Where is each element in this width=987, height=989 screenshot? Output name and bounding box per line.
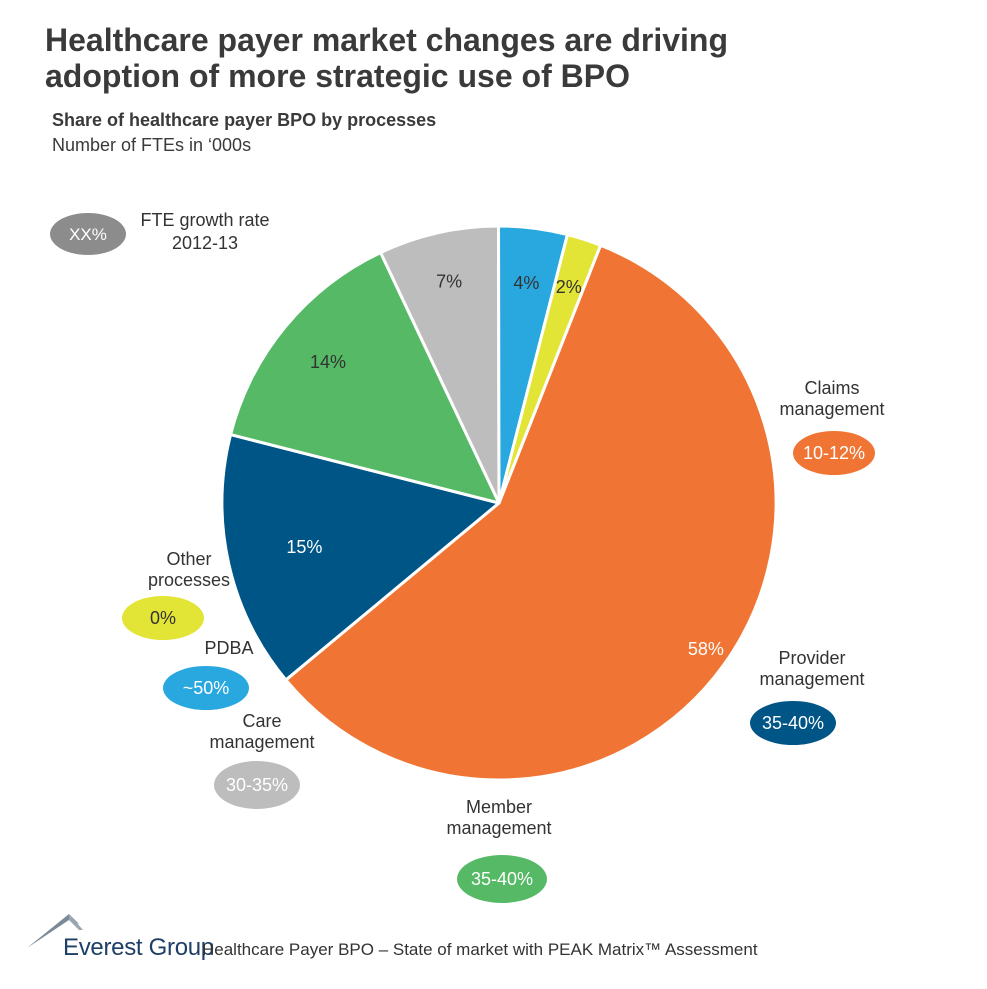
- growth-badge: [163, 666, 249, 710]
- legend: XX% FTE growth rate 2012-13: [50, 210, 270, 255]
- pie-slice: [229, 251, 501, 505]
- growth-badge: [122, 596, 204, 640]
- slice-category-label: management: [779, 399, 884, 419]
- slice-category-label: Claims: [804, 378, 859, 398]
- slice-value-label: 14%: [310, 352, 346, 372]
- slice-category-label: Other: [166, 549, 211, 569]
- growth-badge-text: 30-35%: [226, 775, 288, 795]
- growth-badge: [214, 761, 300, 809]
- slice-category-label: Care: [242, 711, 281, 731]
- growth-badge: [457, 855, 547, 903]
- growth-badge: [793, 431, 875, 475]
- slice-category-label: management: [209, 732, 314, 752]
- legend-text-line-2: 2012-13: [172, 233, 238, 253]
- unit-label: Number of FTEs in ‘000s: [52, 135, 252, 155]
- pie-value-labels: 58% 15% 14% 7% 4% 2%: [286, 271, 724, 659]
- slice-value-label: 15%: [286, 537, 322, 557]
- footer: Everest Group Healthcare Payer BPO – Sta…: [20, 910, 960, 970]
- legend-badge: [50, 213, 126, 255]
- slice-category-label: PDBA: [204, 638, 253, 658]
- pie-slice: [379, 224, 501, 505]
- growth-badge-text: ~50%: [183, 678, 230, 698]
- slice-category-label: Member: [466, 797, 532, 817]
- pie-category-labels: ClaimsmanagementProvidermanagementMember…: [148, 378, 885, 838]
- pie-slice: [497, 233, 603, 505]
- title-line-1: Healthcare payer market changes are driv…: [45, 22, 728, 58]
- pie-slices: [220, 224, 778, 782]
- chart-title: Healthcare payer market changes are driv…: [45, 22, 965, 94]
- slice-category-label: processes: [148, 570, 230, 590]
- slice-value-label: 4%: [513, 273, 539, 293]
- slice-value-label: 7%: [436, 271, 462, 291]
- chart-subtitle: Share of healthcare payer BPO by process…: [52, 110, 437, 130]
- everest-logo-icon: [27, 914, 83, 948]
- company-logo-text: Everest Group: [63, 934, 214, 961]
- legend-badge-text: XX%: [69, 225, 107, 244]
- pie-slice: [284, 243, 778, 782]
- pie-slice: [220, 433, 501, 682]
- growth-badge-text: 35-40%: [471, 869, 533, 889]
- slice-category-label: management: [759, 669, 864, 689]
- slice-value-label: 58%: [688, 639, 724, 659]
- growth-badge: [750, 701, 836, 745]
- growth-badge-text: 0%: [150, 608, 176, 628]
- growth-badge-text: 35-40%: [762, 713, 824, 733]
- slice-category-label: Provider: [778, 648, 845, 668]
- growth-badge-text: 10-12%: [803, 443, 865, 463]
- growth-badges: 10-12% 35-40% 35-40% 30-35% ~50% 0%: [122, 431, 875, 903]
- slice-category-label: management: [446, 818, 551, 838]
- slice-value-label: 2%: [556, 277, 582, 297]
- legend-text-line-1: FTE growth rate: [140, 210, 269, 230]
- title-line-2: adoption of more strategic use of BPO: [45, 58, 630, 94]
- footer-text: Healthcare Payer BPO – State of market w…: [202, 940, 758, 959]
